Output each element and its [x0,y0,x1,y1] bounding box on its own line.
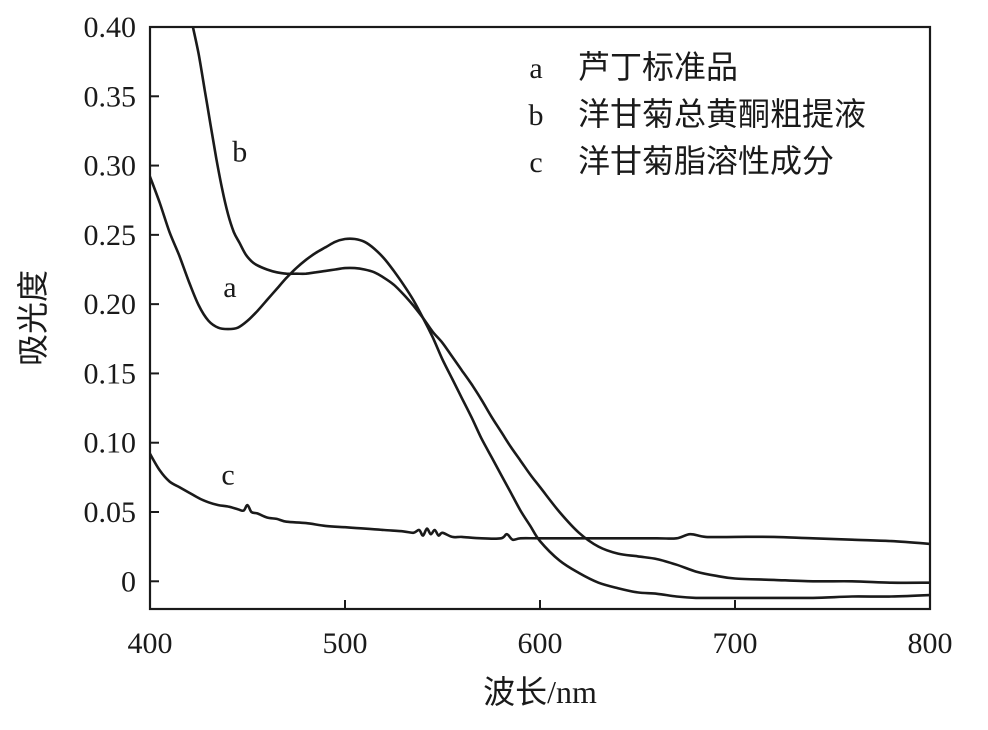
x-tick-label: 700 [713,627,758,660]
curve-label-a: a [223,271,236,304]
legend: a 芦丁标准品 b 洋甘菊总黄酮粗提液 c 洋甘菊脂溶性成分 [529,49,867,179]
legend-key-c: c [529,146,542,179]
y-axis-title: 吸光度 [15,270,51,366]
legend-key-b: b [529,99,544,132]
series-line-b [191,27,930,585]
y-tick-label: 0.40 [84,11,137,44]
series-layer [150,27,930,600]
legend-text-c: 洋甘菊脂溶性成分 [578,143,834,179]
x-tick-label: 400 [128,627,173,660]
curve-label-c: c [221,458,234,491]
y-tick-label: 0.35 [84,80,137,113]
ticks-layer: 400 500 600 700 800 0 0.05 0.10 0.15 0.20 0.25 0.30… [84,11,953,660]
x-tick-label: 500 [323,627,368,660]
y-tick-label: 0.20 [84,288,137,321]
x-axis-title: 波长/nm [483,674,597,710]
curve-labels: a b c [221,135,247,491]
legend-key-a: a [529,52,542,85]
y-tick-label: 0.15 [84,357,137,390]
legend-text-b: 洋甘菊总黄酮粗提液 [578,96,866,132]
series-line-c [150,452,930,546]
x-tick-label: 800 [908,627,953,660]
x-tick-label: 600 [518,627,563,660]
y-tick-label: 0.05 [84,496,137,529]
y-tick-label: 0 [121,565,136,598]
series-line-a [150,175,930,600]
y-tick-label: 0.25 [84,219,137,252]
y-tick-label: 0.10 [84,427,137,460]
legend-text-a: 芦丁标准品 [578,49,738,85]
curve-label-b: b [232,135,247,168]
y-tick-label: 0.30 [84,150,137,183]
